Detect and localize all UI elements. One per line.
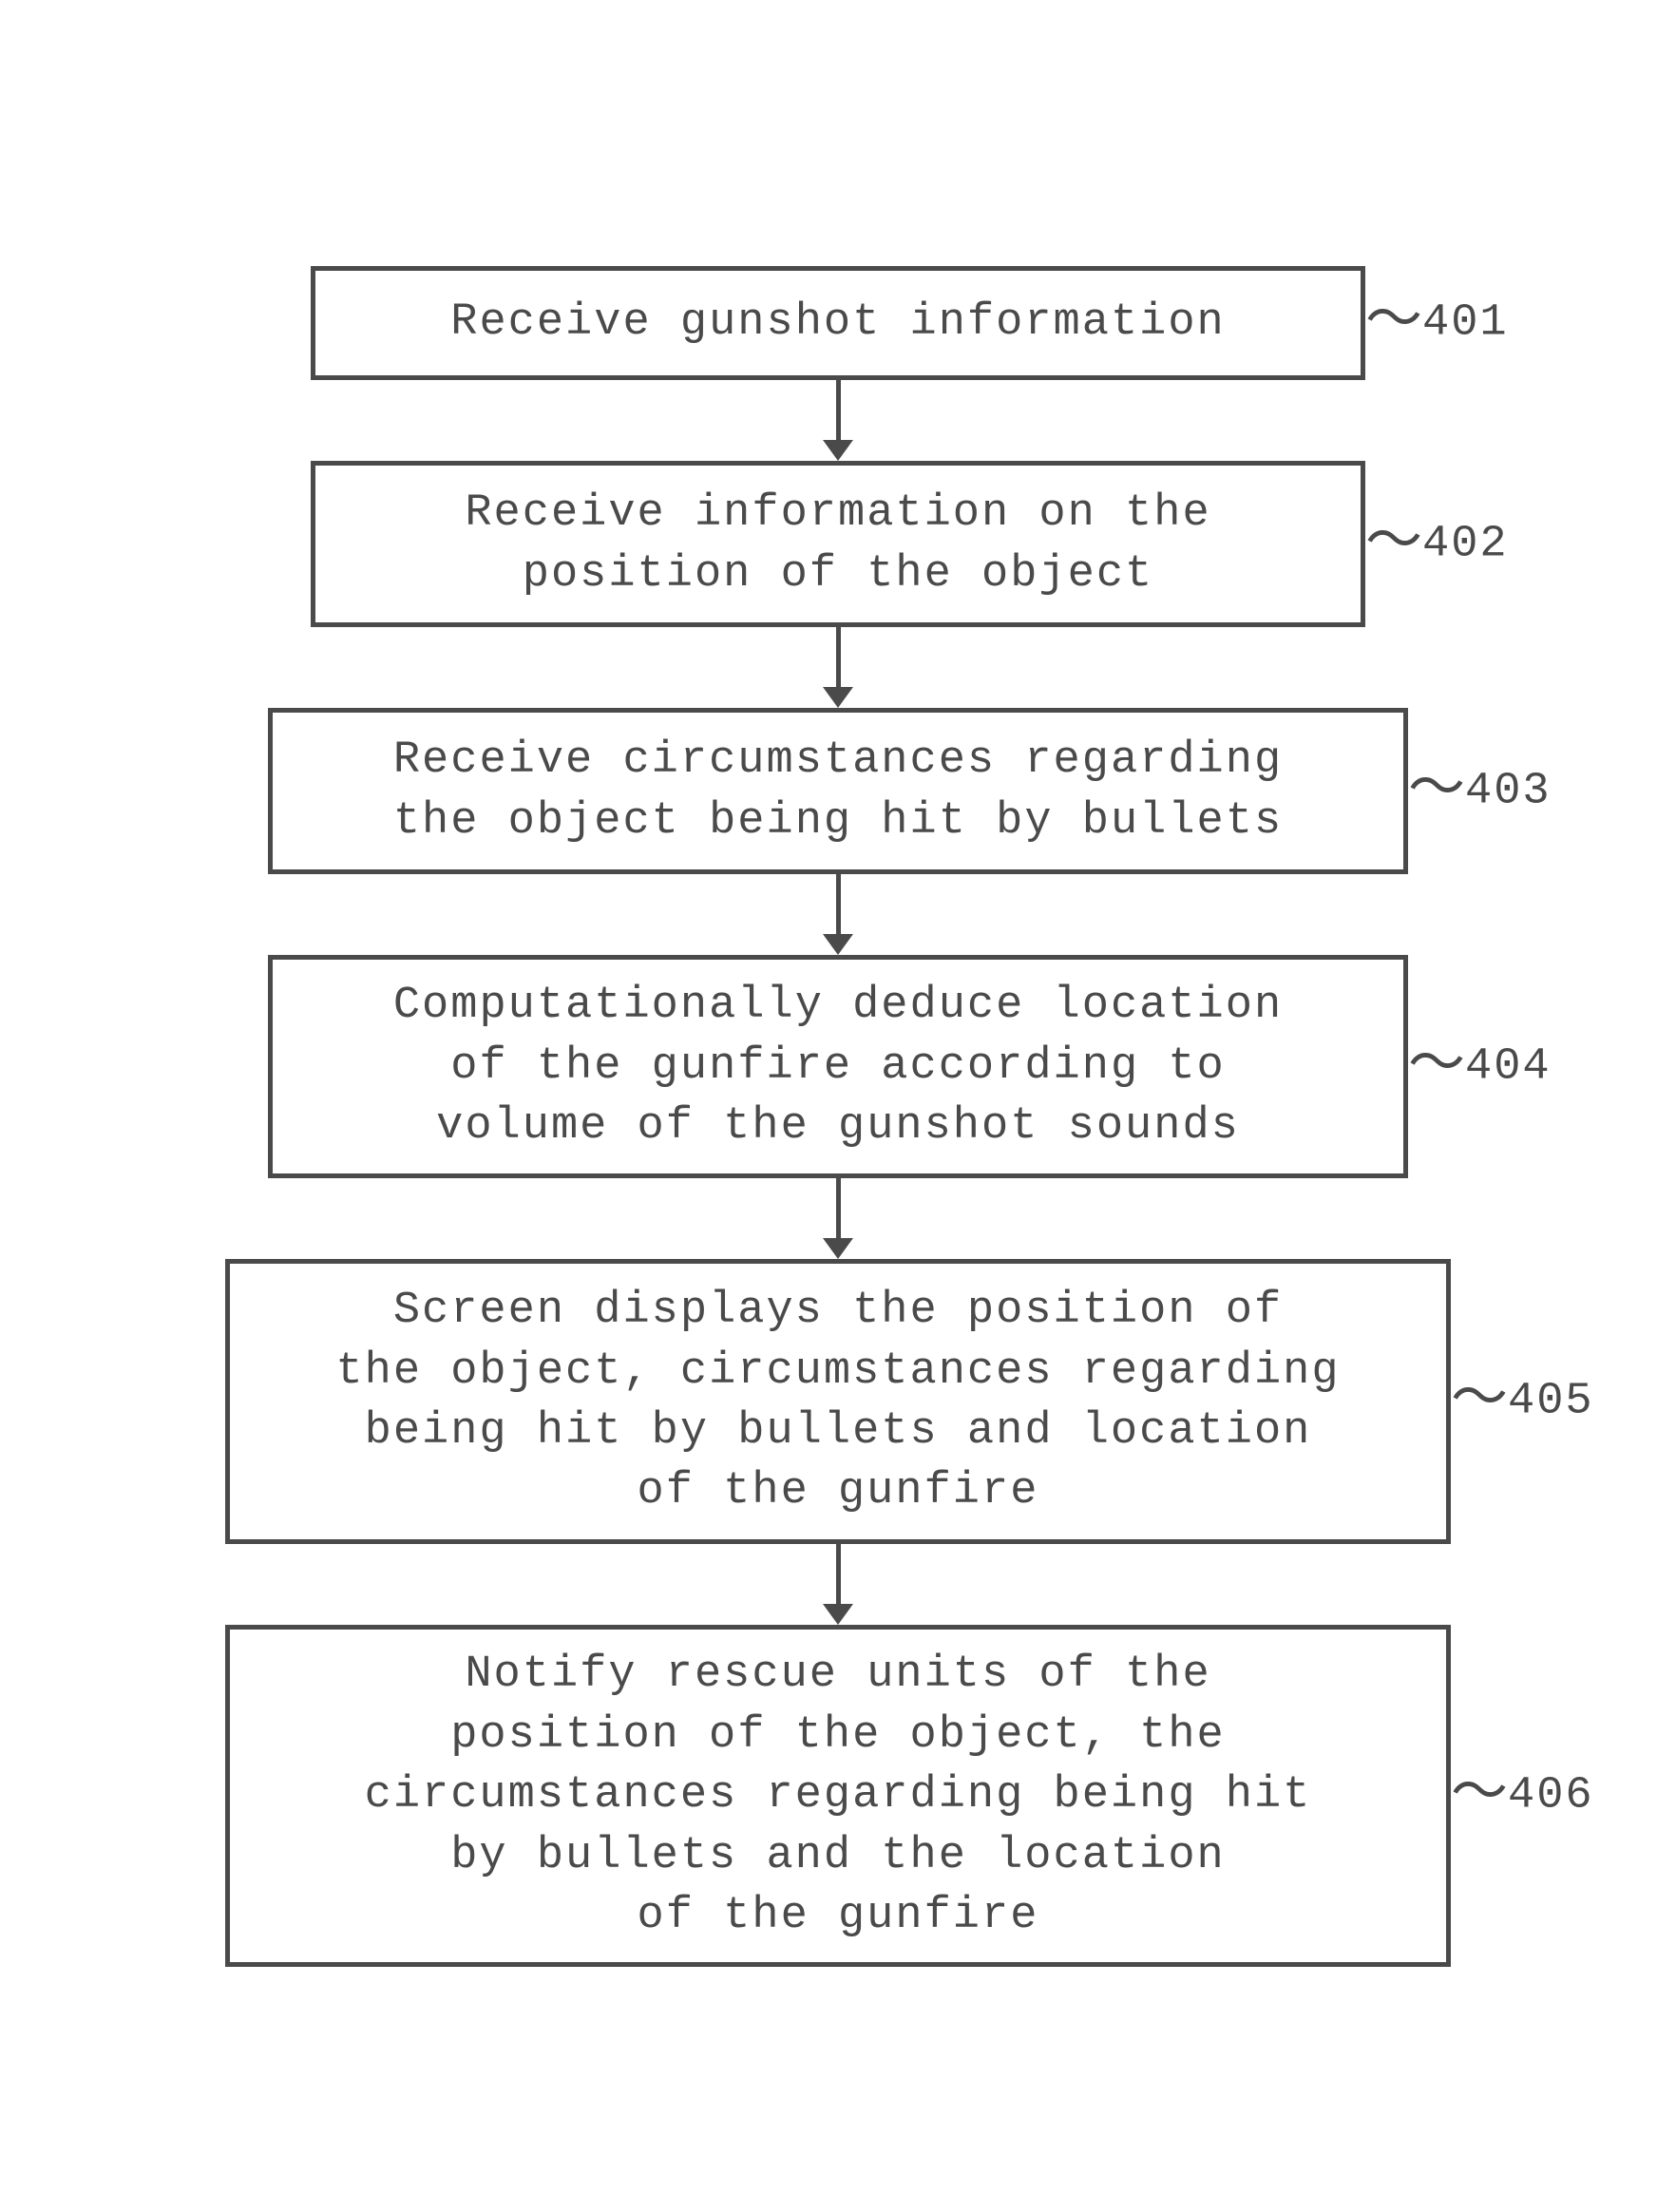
flowchart-row: Receive information on the position of t… — [311, 461, 1365, 627]
flowchart-step-label: 405 — [1508, 1377, 1594, 1427]
flowchart-container: Receive gunshot information～401 Receive i… — [225, 266, 1451, 1967]
arrow-down — [823, 874, 853, 955]
flowchart-step-label: 401 — [1422, 298, 1509, 349]
flowchart-step-label: 402 — [1422, 519, 1509, 569]
flowchart-row: Receive gunshot information～401 — [311, 266, 1365, 380]
arrow-down — [823, 1544, 853, 1625]
flowchart-box-step2: Receive information on the position of t… — [311, 461, 1365, 627]
flowchart-box-text: Screen displays the position of the obje… — [335, 1281, 1340, 1522]
flowchart-box-step4: Computationally deduce location of the g… — [268, 955, 1408, 1178]
tilde-connector: ～ — [1365, 273, 1422, 356]
flowchart-step-label: 404 — [1465, 1041, 1552, 1092]
flowchart-row: Receive circumstances regarding the obje… — [268, 708, 1408, 874]
tilde-connector: ～ — [1408, 741, 1465, 825]
arrow-down — [823, 380, 853, 461]
flowchart-box-step1: Receive gunshot information — [311, 266, 1365, 380]
flowchart-row: Computationally deduce location of the g… — [268, 955, 1408, 1178]
flowchart-box-step6: Notify rescue units of the position of t… — [225, 1625, 1451, 1967]
flowchart-row: Notify rescue units of the position of t… — [225, 1625, 1451, 1967]
flowchart-box-text: Receive gunshot information — [450, 293, 1226, 353]
flowchart-step-label: 406 — [1508, 1771, 1594, 1821]
tilde-connector: ～ — [1365, 494, 1422, 578]
flowchart-box-text: Computationally deduce location of the g… — [393, 976, 1283, 1156]
tilde-connector: ～ — [1451, 1351, 1508, 1435]
flowchart-box-text: Receive circumstances regarding the obje… — [393, 731, 1283, 851]
flowchart-box-text: Notify rescue units of the position of t… — [365, 1645, 1312, 1946]
arrow-down — [823, 1178, 853, 1259]
flowchart-box-text: Receive information on the position of t… — [465, 484, 1210, 604]
arrow-down — [823, 627, 853, 708]
tilde-connector: ～ — [1451, 1745, 1508, 1829]
tilde-connector: ～ — [1408, 1017, 1465, 1100]
flowchart-row: Screen displays the position of the obje… — [225, 1259, 1451, 1544]
flowchart-box-step3: Receive circumstances regarding the obje… — [268, 708, 1408, 874]
flowchart-step-label: 403 — [1465, 766, 1552, 816]
flowchart-box-step5: Screen displays the position of the obje… — [225, 1259, 1451, 1544]
